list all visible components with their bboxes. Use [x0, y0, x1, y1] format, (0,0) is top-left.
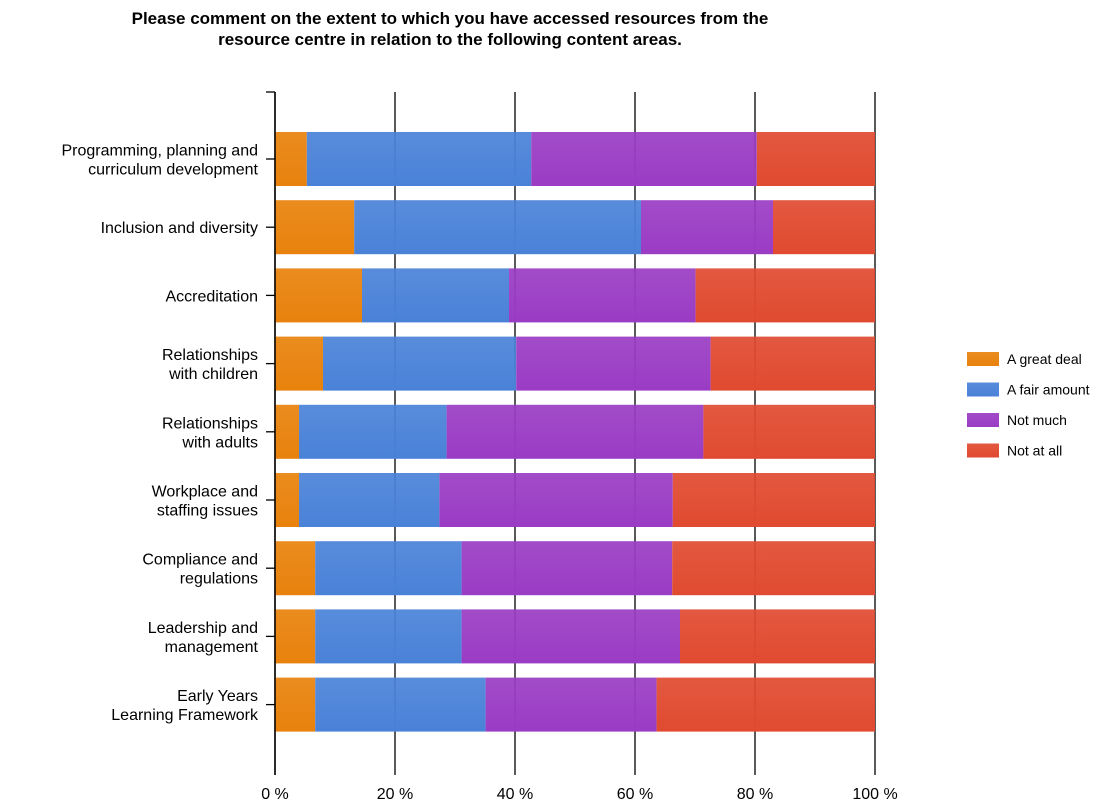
bar-segment	[672, 473, 875, 527]
legend-label: Not at all	[1007, 443, 1062, 459]
bar-segment	[275, 473, 299, 527]
bar-segment	[773, 200, 875, 255]
bar-segment	[461, 609, 680, 664]
x-tick-label: 60 %	[617, 786, 653, 803]
bar-segment	[656, 677, 875, 732]
bar-segment	[531, 132, 757, 186]
bar-segment	[641, 200, 773, 255]
bar-segment	[446, 404, 704, 459]
bar-segment	[275, 200, 355, 255]
bar-segment	[439, 473, 673, 527]
legend-swatch	[967, 413, 999, 427]
category-label: with adults	[181, 434, 258, 451]
category-label: Early Years	[177, 688, 258, 705]
category-label: management	[165, 639, 259, 656]
bar-segment	[306, 132, 532, 186]
bar-segment	[710, 336, 875, 391]
legend-label: Not much	[1007, 412, 1067, 428]
bar-segment	[703, 404, 875, 459]
category-label: Relationships	[162, 347, 258, 364]
bar-segment	[756, 132, 875, 186]
bar-segment	[362, 268, 509, 323]
category-label: staffing issues	[157, 503, 258, 520]
category-label: Workplace and	[152, 484, 258, 501]
chart-title-line-2: resource centre in relation to the follo…	[218, 30, 682, 49]
bar-segment	[461, 541, 673, 596]
bar-segment	[672, 541, 875, 596]
x-tick-label: 20 %	[377, 786, 413, 803]
category-label: with children	[168, 366, 258, 383]
bar-segment	[354, 200, 641, 255]
bar-segment	[485, 677, 657, 732]
category-label: Inclusion and diversity	[101, 220, 258, 237]
bar-segment	[516, 336, 711, 391]
bar-segment	[275, 677, 316, 732]
category-label: Learning Framework	[111, 707, 259, 724]
category-label: Programming, planning and	[61, 143, 258, 160]
bar-segment	[275, 268, 362, 323]
bar-segment	[299, 473, 440, 527]
bar-segment	[323, 336, 517, 391]
category-label: regulations	[180, 571, 258, 588]
x-tick-label: 100 %	[852, 786, 897, 803]
x-tick-label: 40 %	[497, 786, 533, 803]
bar-segment	[680, 609, 875, 664]
bar-segment	[299, 404, 447, 459]
bar-segment	[315, 609, 462, 664]
legend-label: A fair amount	[1007, 382, 1090, 398]
bar-segment	[275, 541, 316, 596]
category-label: Relationships	[162, 415, 258, 432]
bar-segment	[315, 677, 486, 732]
chart-title: Please comment on the extent to which yo…	[0, 8, 900, 50]
x-tick-label: 80 %	[737, 786, 773, 803]
category-label: Compliance and	[142, 552, 258, 569]
category-label: Accreditation	[166, 288, 259, 305]
bar-segment	[275, 609, 316, 664]
bar-segment	[275, 132, 307, 186]
legend-swatch	[967, 382, 999, 397]
bar-segment	[275, 404, 299, 459]
x-tick-label: 0 %	[261, 786, 289, 803]
bar-segment	[275, 336, 323, 391]
legend-swatch	[967, 443, 999, 458]
category-label: curriculum development	[88, 162, 258, 179]
bar-segment	[695, 268, 875, 323]
bar-segment	[509, 268, 696, 323]
bar-segment	[315, 541, 462, 596]
chart-title-line-1: Please comment on the extent to which yo…	[131, 9, 769, 28]
category-label: Leadership and	[148, 620, 258, 637]
legend-label: A great deal	[1007, 351, 1082, 367]
legend-swatch	[967, 352, 999, 366]
